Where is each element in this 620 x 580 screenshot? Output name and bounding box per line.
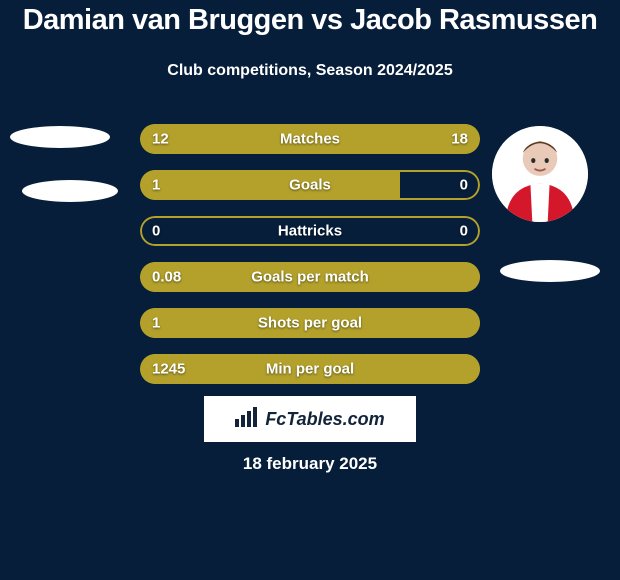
player-left-oval-2 [22, 180, 118, 202]
stat-row: 1Shots per goal [140, 308, 480, 338]
stat-border [140, 216, 480, 246]
player-right-oval-1 [500, 260, 600, 282]
avatar-placeholder-icon [492, 126, 588, 222]
stat-row: 1245Min per goal [140, 354, 480, 384]
stat-fill-right [276, 124, 480, 154]
player-right-avatar [492, 126, 588, 222]
infographic-canvas: Damian van Bruggen vs Jacob Rasmussen Cl… [0, 0, 620, 580]
brand-text: FcTables.com [265, 409, 384, 430]
stat-fill-left [140, 354, 480, 384]
stat-value-left: 0 [152, 223, 160, 240]
stat-fill-left [140, 262, 480, 292]
stat-value-left: 1245 [152, 361, 185, 378]
stat-row: 0 0Hattricks [140, 216, 480, 246]
brand-logo-icon [235, 407, 259, 432]
stat-fill-left [140, 170, 400, 200]
stat-row: 0.08Goals per match [140, 262, 480, 292]
stat-value-left: 1 [152, 177, 160, 194]
stat-fill-left [140, 308, 480, 338]
stat-row: 10Goals [140, 170, 480, 200]
stat-row: 1218Matches [140, 124, 480, 154]
page-title: Damian van Bruggen vs Jacob Rasmussen [0, 4, 620, 37]
brand-badge: FcTables.com [204, 396, 416, 442]
stat-value-left: 1 [152, 315, 160, 332]
stat-value-right: 18 [451, 131, 468, 148]
stat-value-left: 0.08 [152, 269, 181, 286]
stat-label: Hattricks [140, 223, 480, 240]
stat-value-left: 12 [152, 131, 169, 148]
player-left-oval-1 [10, 126, 110, 148]
stat-value-right: 0 [460, 223, 468, 240]
subtitle: Club competitions, Season 2024/2025 [0, 62, 620, 80]
date-text: 18 february 2025 [0, 454, 620, 474]
stat-value-right: 0 [460, 177, 468, 194]
